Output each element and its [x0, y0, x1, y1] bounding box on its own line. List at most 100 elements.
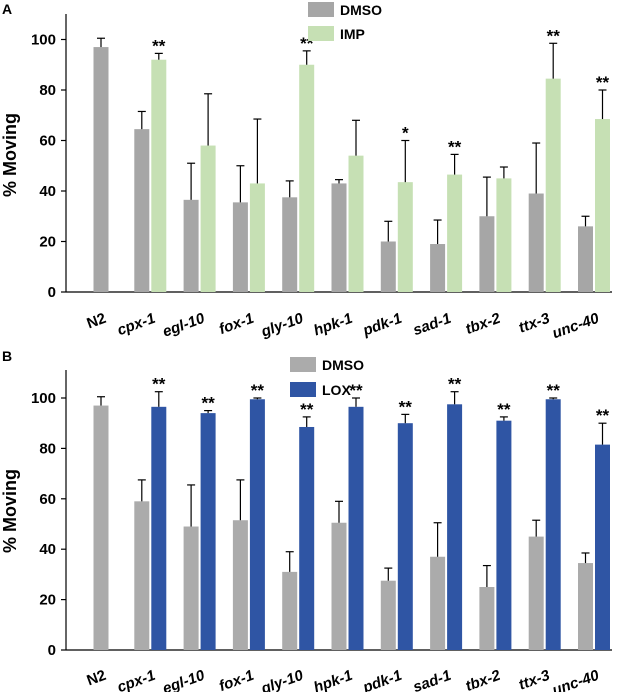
- bar-dmso: [232, 520, 248, 650]
- legend-swatch-dmso: [290, 357, 316, 372]
- bar-imp: [496, 178, 512, 292]
- significance-label: **: [399, 397, 413, 416]
- bar-dmso: [282, 571, 298, 650]
- significance-label: **: [152, 375, 166, 394]
- bar-lox: [397, 423, 413, 650]
- category-label: sad-1: [411, 667, 454, 692]
- bar-dmso: [380, 580, 396, 650]
- legend-label-imp: IMP: [340, 26, 365, 42]
- bar-dmso: [578, 563, 593, 650]
- y-axis-title: % Moving: [0, 469, 20, 553]
- bar-imp: [447, 174, 463, 292]
- significance-label: **: [547, 26, 561, 45]
- bar-imp: [151, 59, 167, 293]
- significance-label: **: [349, 381, 363, 400]
- category-label: hpk-1: [311, 667, 354, 692]
- bar-lox: [299, 426, 315, 650]
- legend-swatch-imp: [308, 26, 334, 41]
- bar-lox: [496, 420, 512, 650]
- category-label: fox-1: [217, 310, 256, 338]
- significance-label: **: [152, 36, 166, 55]
- significance-label: **: [547, 381, 561, 400]
- y-tick-label: 80: [39, 82, 56, 99]
- category-label: tbx-2: [463, 667, 503, 692]
- category-label: gly-10: [258, 667, 306, 692]
- bar-dmso: [93, 47, 109, 293]
- bar-dmso: [430, 244, 446, 292]
- bar-lox: [151, 406, 167, 650]
- category-label: egl-10: [160, 667, 207, 692]
- bar-dmso: [430, 556, 446, 650]
- bar-lox: [348, 406, 364, 650]
- significance-label: **: [497, 400, 511, 419]
- category-label: ttx-3: [516, 667, 552, 692]
- y-axis-title: % Moving: [0, 113, 20, 197]
- y-tick-label: 20: [39, 592, 56, 609]
- y-tick-label: 60: [39, 133, 56, 150]
- y-tick-label: 0: [48, 642, 56, 659]
- bar-imp: [545, 78, 561, 292]
- category-label: unc-40: [550, 667, 602, 692]
- category-label: egl-10: [160, 310, 207, 341]
- y-tick-label: 0: [48, 284, 56, 301]
- category-label: pdk-1: [360, 667, 404, 692]
- bar-lox: [249, 399, 265, 650]
- bar-imp: [249, 183, 265, 292]
- bar-dmso: [282, 197, 298, 292]
- bar-imp: [299, 64, 315, 292]
- y-tick-label: 80: [39, 440, 56, 457]
- bar-dmso: [232, 202, 248, 292]
- y-tick-label: 20: [39, 234, 56, 251]
- bar-dmso: [93, 405, 109, 650]
- y-tick-label: 100: [31, 390, 56, 407]
- bar-dmso: [134, 501, 150, 650]
- significance-label: **: [448, 137, 462, 156]
- bar-dmso: [134, 129, 150, 292]
- significance-label: **: [251, 381, 265, 400]
- bar-imp: [595, 119, 610, 292]
- legend-swatch-lox: [290, 382, 316, 397]
- bar-dmso: [331, 522, 347, 650]
- category-label: sad-1: [411, 310, 454, 339]
- bar-dmso: [479, 216, 495, 292]
- significance-label: **: [448, 375, 462, 394]
- y-tick-label: 100: [31, 32, 56, 49]
- legend-label-lox: LOX: [322, 382, 351, 398]
- bar-dmso: [479, 587, 495, 650]
- category-label: fox-1: [217, 667, 256, 692]
- category-label: gly-10: [258, 310, 306, 341]
- panel-letter-b: B: [2, 348, 12, 364]
- y-tick-label: 40: [39, 541, 56, 558]
- significance-label: *: [402, 124, 409, 143]
- y-tick-label: 60: [39, 491, 56, 508]
- category-label: pdk-1: [360, 310, 404, 340]
- category-label: N2: [85, 667, 109, 690]
- category-label: ttx-3: [516, 310, 552, 337]
- bar-dmso: [331, 183, 347, 292]
- bar-lox: [447, 404, 463, 650]
- significance-label: **: [596, 73, 610, 92]
- panel-b: B % Moving 0 20 40 60 80 100 N2 ** cpx-1 ** egl-10 *…: [0, 348, 612, 692]
- y-tick-label: 40: [39, 183, 56, 200]
- significance-label: **: [300, 400, 314, 419]
- legend-label-dmso: DMSO: [322, 357, 364, 373]
- category-label: hpk-1: [311, 310, 354, 340]
- category-label: tbx-2: [463, 310, 503, 338]
- category-label: unc-40: [550, 310, 602, 343]
- bar-lox: [200, 413, 216, 650]
- panel-a: A % Moving 0 20 40 60 80 100 N2 ** cpx-1 egl-10 fox…: [0, 1, 612, 342]
- category-label: cpx-1: [115, 310, 158, 339]
- bar-lox: [595, 444, 610, 650]
- bar-dmso: [183, 199, 199, 292]
- bar-dmso: [183, 526, 199, 650]
- category-label: N2: [85, 310, 109, 333]
- significance-label: **: [596, 406, 610, 425]
- bar-dmso: [528, 193, 544, 292]
- category-label: cpx-1: [115, 667, 158, 692]
- bar-dmso: [528, 536, 544, 650]
- bar-imp: [397, 182, 413, 292]
- bar-dmso: [578, 226, 593, 292]
- panel-letter-a: A: [2, 1, 12, 17]
- legend-swatch-dmso: [308, 2, 334, 17]
